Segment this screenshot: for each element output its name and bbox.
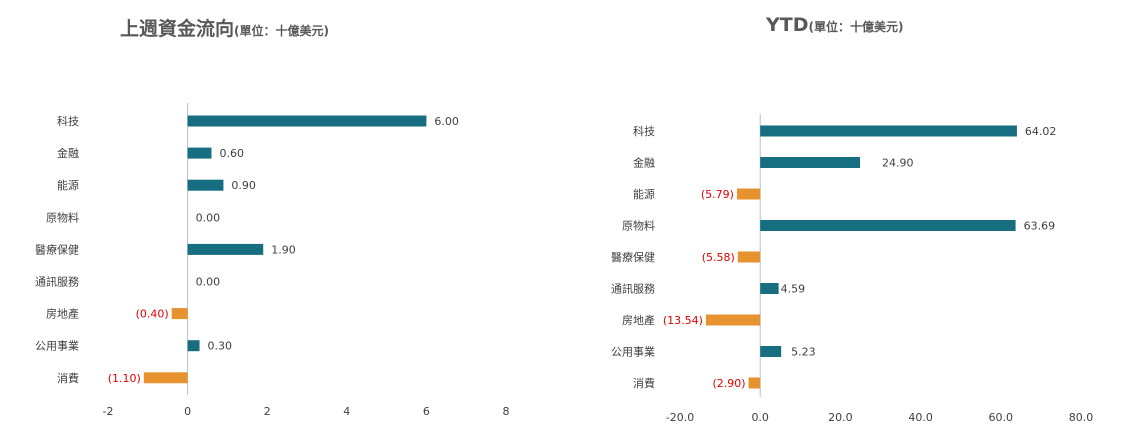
weekly-category-label: 科技 [57,114,79,128]
ytd-x-tick-label: 80.0 [1069,411,1094,424]
ytd-value-label: (2.90) [712,377,745,390]
chart-title-weekly: 上週資金流向(單位：十億美元) [120,14,329,41]
ytd-value-label: 5.23 [791,346,816,359]
weekly-value-label: 1.90 [271,243,296,256]
weekly-value-label: 0.90 [231,179,256,192]
chart-title-ytd: YTD(單位：十億美元) [766,14,903,36]
chart-title-weekly-unit: (單位：十億美元) [234,24,329,38]
weekly-category-label: 通訊服務 [35,275,79,289]
weekly-x-tick-label: 2 [264,405,271,418]
weekly-bar [187,147,212,159]
ytd-x-tick-label: -20.0 [666,411,694,424]
weekly-bar [187,179,224,191]
weekly-x-tick-label: 6 [423,405,430,418]
weekly-category-label: 消費 [57,371,79,385]
ytd-category-label: 醫療保健 [611,250,655,264]
weekly-value-label: 6.00 [434,115,459,128]
weekly-value-label: 0.00 [196,211,221,224]
weekly-x-tick-label: -2 [103,405,114,418]
weekly-bar [187,115,427,127]
ytd-category-label: 金融 [633,156,655,170]
ytd-value-label: (5.79) [701,188,734,201]
chart-weekly-flows: 上週資金流向(單位：十億美元) 科技 6.00 金融 0.60 能源 0.90 原物料 0.0… [0,0,560,440]
weekly-value-label: (1.10) [108,372,141,385]
ytd-category-label: 房地產 [622,313,655,327]
ytd-value-label: (13.54) [663,314,703,327]
chart-title-weekly-main: 上週資金流向 [120,18,235,40]
ytd-bar [760,283,779,294]
weekly-value-label: 0.60 [219,147,244,160]
weekly-bar [171,308,188,320]
ytd-value-label: 24.90 [882,157,914,170]
ytd-category-label: 科技 [633,124,655,138]
ytd-category-label: 通訊服務 [611,282,655,296]
chart-title-ytd-unit: (單位：十億美元) [808,20,904,34]
ytd-bar [705,314,761,326]
ytd-x-tick-label: 60.0 [989,411,1014,424]
weekly-value-label: 0.30 [208,340,233,353]
weekly-x-tick-label: 4 [343,405,350,418]
ytd-bar [737,251,761,263]
ytd-value-label: 4.59 [781,283,806,296]
weekly-category-label: 房地產 [46,307,79,321]
weekly-category-label: 原物料 [46,210,79,224]
ytd-bar [760,125,1017,137]
ytd-value-label: (5.58) [702,251,735,264]
weekly-bar [187,340,200,352]
weekly-value-label: (0.40) [136,308,169,321]
chart-title-ytd-main: YTD [766,14,809,36]
weekly-bar [143,372,188,384]
bar-chart-ytd: 科技 64.02 金融 24.90 能源 (5.79) 原物料 63.69 醫療保健 (5.58)… [611,114,1094,424]
weekly-category-label: 醫療保健 [35,242,79,256]
weekly-value-label: 0.00 [196,276,221,289]
ytd-category-label: 消費 [633,376,655,390]
ytd-x-tick-label: 0.0 [751,411,769,424]
weekly-category-label: 金融 [57,146,79,160]
weekly-category-label: 能源 [57,178,79,192]
ytd-bar [736,188,761,200]
ytd-category-label: 公用事業 [611,346,655,359]
ytd-category-label: 能源 [633,187,655,201]
ytd-x-tick-label: 40.0 [908,411,933,424]
ytd-bar [760,346,782,357]
weekly-x-tick-label: 8 [503,405,510,418]
weekly-category-label: 公用事業 [35,340,79,353]
bar-chart-weekly: 科技 6.00 金融 0.60 能源 0.90 原物料 0.00 醫療保健 1.90 通訊服務 0.0… [35,103,510,418]
ytd-x-tick-label: 20.0 [828,411,853,424]
weekly-x-tick-label: 0 [184,405,191,418]
ytd-bar [760,157,861,168]
ytd-value-label: 63.69 [1024,220,1056,233]
chart-ytd-flows: YTD(單位：十億美元) 科技 64.02 金融 24.90 能源 (5.79) 原物料 63… [560,0,1123,440]
ytd-bar [760,220,1016,231]
weekly-bar [187,243,264,255]
ytd-category-label: 原物料 [622,219,655,233]
ytd-bar [748,377,761,389]
ytd-value-label: 64.02 [1025,125,1057,138]
